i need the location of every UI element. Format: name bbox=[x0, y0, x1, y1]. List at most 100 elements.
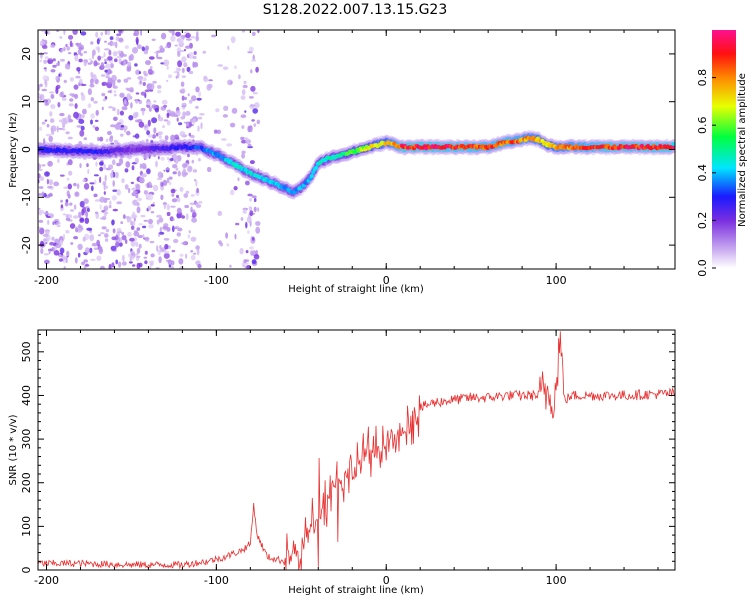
noise-speckle bbox=[143, 256, 148, 259]
noise-speckle bbox=[181, 105, 187, 108]
noise-speckle bbox=[88, 142, 94, 148]
noise-speckle bbox=[118, 119, 124, 126]
noise-speckle bbox=[90, 113, 95, 119]
noise-speckle bbox=[185, 32, 191, 39]
noise-speckle bbox=[253, 206, 257, 213]
noise-speckle bbox=[63, 261, 66, 264]
noise-speckle bbox=[95, 161, 98, 167]
noise-speckle bbox=[176, 207, 182, 214]
noise-speckle bbox=[104, 61, 107, 64]
noise-speckle bbox=[251, 236, 255, 241]
noise-speckle bbox=[77, 49, 82, 55]
noise-speckle bbox=[178, 258, 184, 265]
noise-speckle bbox=[241, 139, 247, 144]
noise-speckle bbox=[222, 66, 229, 70]
noise-speckle bbox=[190, 194, 195, 197]
noise-speckle bbox=[122, 254, 125, 262]
noise-speckle bbox=[157, 249, 161, 256]
noise-speckle bbox=[101, 81, 108, 86]
noise-speckle bbox=[156, 214, 162, 218]
noise-speckle bbox=[145, 138, 149, 143]
noise-speckle bbox=[75, 42, 80, 46]
noise-speckle bbox=[89, 234, 95, 242]
noise-speckle bbox=[171, 225, 175, 233]
noise-speckle bbox=[43, 237, 49, 243]
noise-speckle bbox=[136, 255, 141, 258]
noise-speckle bbox=[187, 93, 190, 97]
noise-speckle bbox=[152, 80, 157, 84]
noise-speckle bbox=[50, 104, 56, 110]
noise-speckle bbox=[105, 198, 111, 200]
y-tick-label: -10 bbox=[20, 188, 33, 206]
noise-speckle bbox=[115, 171, 119, 179]
noise-speckle bbox=[176, 117, 179, 122]
noise-speckle bbox=[85, 247, 90, 254]
noise-speckle bbox=[120, 236, 122, 244]
noise-speckle bbox=[38, 84, 41, 91]
noise-speckle bbox=[49, 192, 53, 197]
noise-speckle bbox=[61, 117, 67, 125]
noise-speckle bbox=[65, 131, 70, 135]
noise-speckle bbox=[213, 129, 218, 134]
noise-speckle bbox=[230, 36, 236, 44]
noise-speckle bbox=[147, 134, 153, 138]
noise-speckle bbox=[52, 58, 56, 62]
noise-speckle bbox=[198, 91, 202, 97]
noise-speckle bbox=[147, 205, 152, 211]
noise-speckle bbox=[113, 139, 118, 144]
noise-speckle bbox=[91, 52, 95, 60]
noise-speckle bbox=[178, 37, 184, 45]
noise-speckle bbox=[140, 214, 146, 218]
noise-speckle bbox=[257, 207, 260, 212]
noise-speckle bbox=[99, 136, 104, 142]
noise-speckle bbox=[75, 75, 81, 79]
noise-speckle bbox=[233, 186, 238, 191]
y-tick-label: 400 bbox=[20, 385, 33, 406]
noise-speckle bbox=[190, 134, 195, 139]
noise-speckle bbox=[138, 243, 142, 249]
noise-speckle bbox=[45, 229, 50, 235]
noise-speckle bbox=[143, 154, 149, 160]
noise-speckle bbox=[58, 119, 63, 123]
noise-speckle bbox=[38, 168, 43, 171]
noise-speckle bbox=[183, 193, 189, 199]
noise-speckle bbox=[39, 59, 42, 63]
noise-speckle bbox=[105, 63, 112, 69]
noise-speckle bbox=[105, 138, 109, 143]
noise-speckle bbox=[245, 221, 248, 229]
noise-speckle bbox=[121, 178, 125, 184]
noise-speckle bbox=[108, 49, 112, 56]
noise-speckle bbox=[115, 241, 120, 248]
noise-speckle bbox=[101, 226, 107, 230]
noise-speckle bbox=[188, 52, 194, 59]
x-tick-label: 100 bbox=[546, 574, 567, 587]
noise-speckle bbox=[138, 223, 143, 226]
noise-speckle bbox=[144, 250, 148, 255]
noise-speckle bbox=[112, 180, 115, 187]
noise-speckle bbox=[164, 243, 169, 250]
chart-title: S128.2022.007.13.15.G23 bbox=[263, 2, 448, 18]
noise-speckle bbox=[78, 58, 83, 63]
noise-speckle bbox=[112, 107, 116, 112]
noise-speckle bbox=[101, 106, 104, 111]
noise-speckle bbox=[163, 252, 170, 259]
noise-speckle bbox=[55, 62, 60, 67]
y-tick-label: 200 bbox=[20, 472, 33, 493]
noise-speckle bbox=[134, 157, 139, 164]
noise-speckle bbox=[166, 120, 171, 126]
noise-speckle bbox=[49, 118, 55, 123]
noise-speckle bbox=[168, 74, 172, 79]
noise-speckle bbox=[185, 110, 191, 116]
noise-speckle bbox=[172, 164, 178, 169]
noise-speckle bbox=[43, 59, 47, 64]
noise-speckle bbox=[90, 185, 94, 192]
noise-speckle bbox=[158, 135, 162, 139]
noise-speckle bbox=[84, 264, 90, 267]
noise-speckle bbox=[70, 242, 74, 245]
noise-speckle bbox=[131, 255, 135, 260]
noise-speckle bbox=[92, 125, 96, 129]
noise-speckle bbox=[146, 183, 150, 189]
noise-speckle bbox=[177, 51, 181, 57]
noise-speckle bbox=[188, 230, 191, 234]
